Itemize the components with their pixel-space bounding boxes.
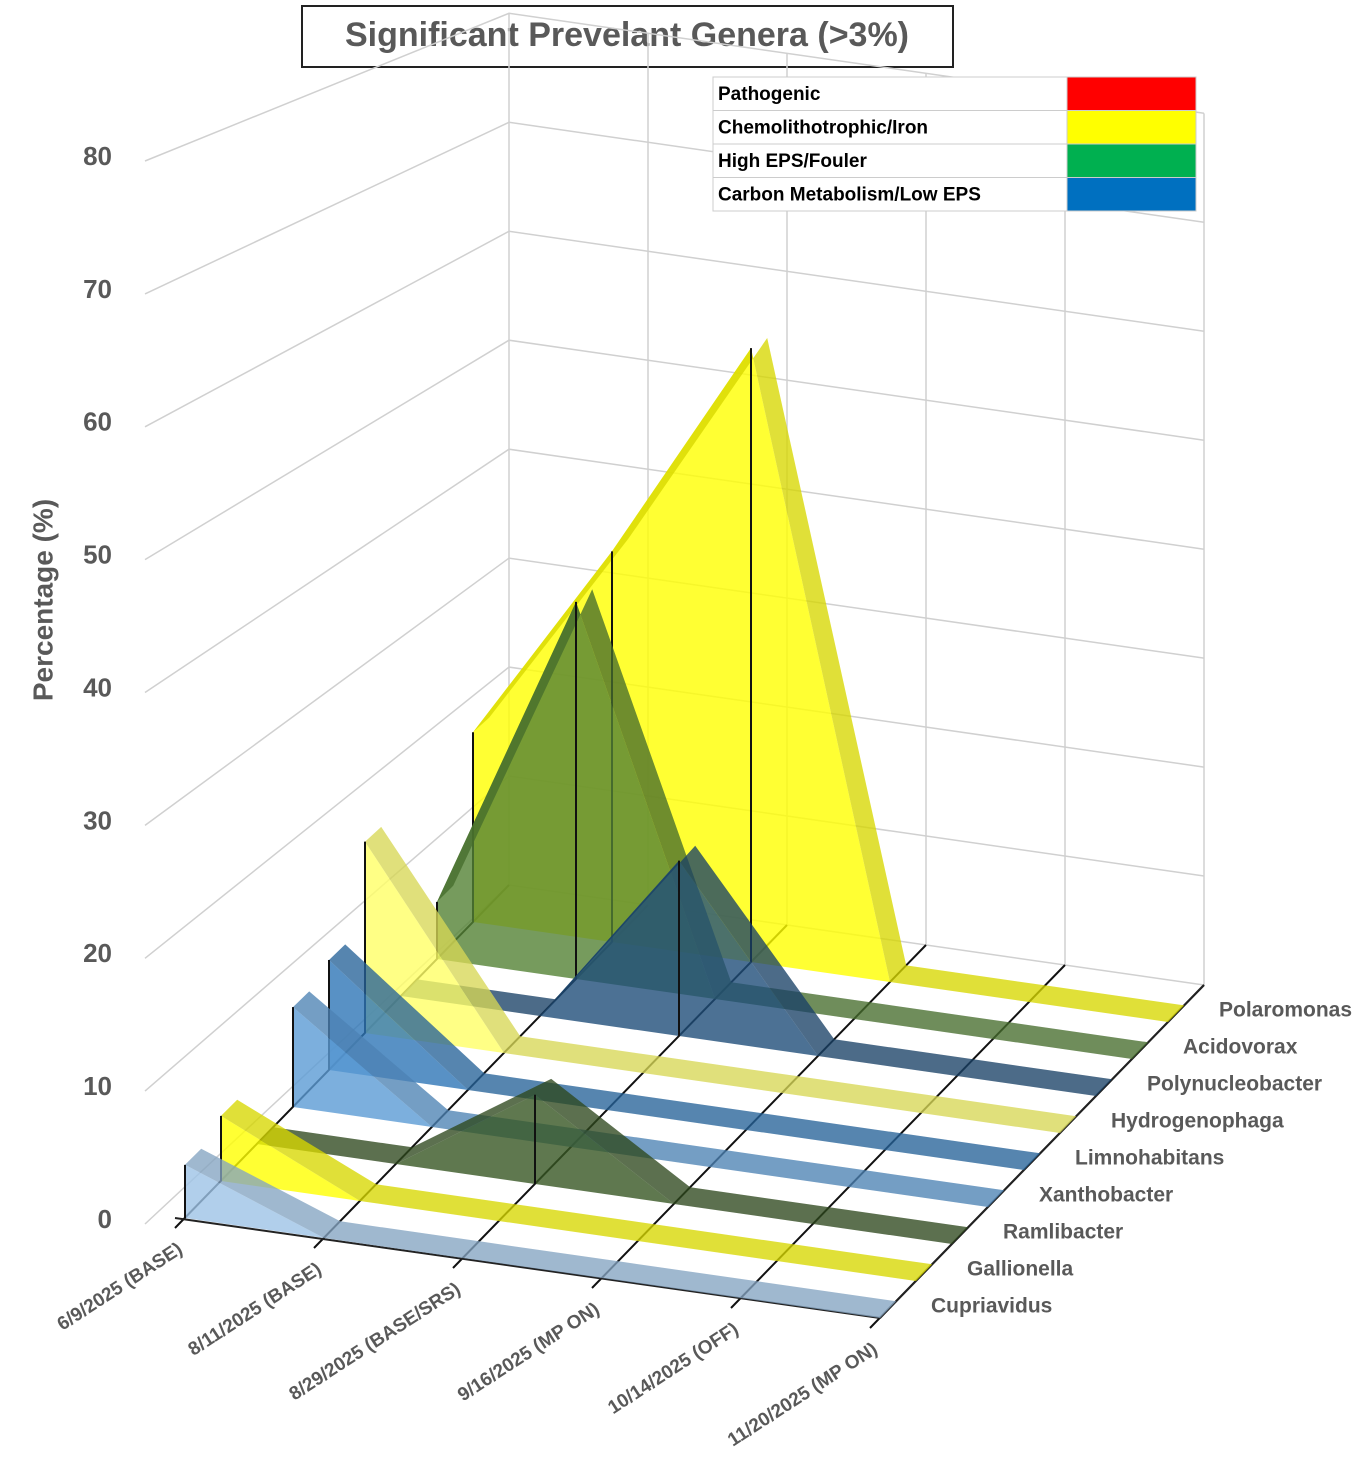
legend-label: Pathogenic	[718, 84, 821, 105]
x-tick-label: 8/11/2025 (BASE)	[185, 1259, 326, 1361]
series-label: Acidovorax	[1183, 1035, 1298, 1058]
area-shade	[473, 338, 1185, 1022]
area-top	[221, 1099, 933, 1281]
front-axis	[174, 1217, 881, 1319]
title-box	[301, 5, 954, 68]
y-tick-label: 50	[83, 540, 112, 570]
grid-line	[144, 230, 1205, 428]
area-top	[365, 826, 1077, 1133]
area-shade	[293, 991, 1005, 1207]
series-label: Ramlibacter	[1003, 1220, 1123, 1243]
area-shade	[401, 845, 1113, 1096]
area-top	[401, 845, 1113, 1096]
area-shade	[185, 1148, 897, 1318]
area-top	[473, 338, 1185, 1022]
series-label: Polynucleobacter	[1147, 1072, 1322, 1095]
y-tick-label: 70	[83, 274, 112, 304]
y-tick-label: 20	[83, 938, 112, 968]
area	[257, 1094, 952, 1244]
x-tick-label: 10/14/2025 (OFF)	[604, 1319, 742, 1419]
y-tick-label: 60	[83, 407, 112, 437]
area-shade	[257, 1078, 969, 1244]
legend-row	[712, 177, 1068, 212]
series-label: Limnohabitans	[1075, 1146, 1224, 1169]
side-axis	[879, 984, 1205, 1319]
area-top	[293, 991, 1005, 1207]
series-label: Xanthobacter	[1039, 1183, 1173, 1206]
legend-swatch	[1066, 143, 1197, 178]
area-shade	[437, 589, 1149, 1059]
x-tick-label: 6/9/2025 (BASE)	[54, 1239, 187, 1335]
area-shade	[365, 826, 1077, 1133]
y-tick-label: 30	[83, 805, 112, 835]
legend-row	[712, 76, 1068, 111]
area-top	[257, 1078, 969, 1244]
area-top	[437, 589, 1149, 1059]
y-tick-label: 10	[83, 1071, 112, 1101]
area-shade	[221, 1099, 933, 1281]
legend-label: Carbon Metabolism/Low EPS	[718, 185, 981, 206]
y-axis-label: Percentage (%)	[27, 499, 58, 701]
x-tick-label: 8/29/2025 (BASE/SRS)	[286, 1279, 465, 1405]
area-shade	[329, 944, 1041, 1170]
area-top	[185, 1148, 897, 1318]
legend-label: High EPS/Fouler	[718, 151, 867, 172]
legend-swatch	[1066, 177, 1197, 212]
x-tick-label: 11/20/2025 (MP ON)	[724, 1339, 881, 1451]
series-label: Gallionella	[967, 1257, 1074, 1280]
legend-swatch	[1066, 76, 1197, 111]
y-tick-label: 0	[98, 1204, 112, 1234]
area-top	[329, 944, 1041, 1170]
x-tick-label: 9/16/2025 (MP ON)	[454, 1299, 603, 1406]
area	[401, 860, 1096, 1096]
legend-label: Chemolithotrophic/Iron	[718, 118, 928, 139]
y-tick-label: 40	[83, 672, 112, 702]
series-label: Hydrogenophaga	[1111, 1109, 1284, 1132]
legend-swatch	[1066, 110, 1197, 145]
chart-title: Significant Prevelant Genera (>3%)	[345, 16, 909, 54]
y-tick-label: 80	[83, 141, 112, 171]
series-label: Cupriavidus	[931, 1294, 1052, 1317]
series-label: Polaromonas	[1219, 998, 1352, 1021]
legend-row	[712, 110, 1068, 145]
